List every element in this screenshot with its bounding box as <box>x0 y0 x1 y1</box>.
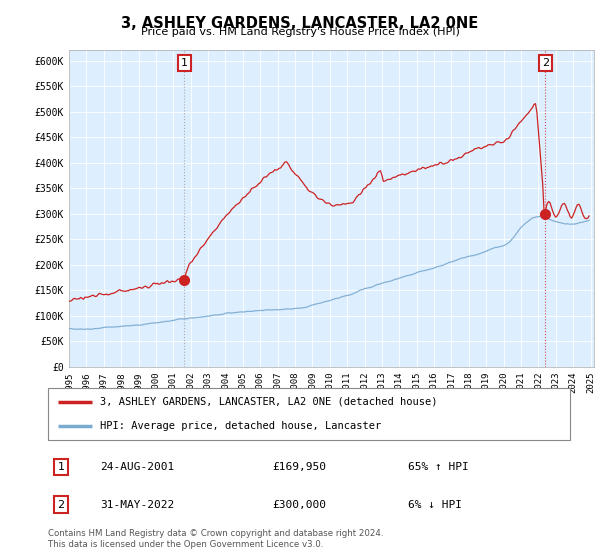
Text: 2: 2 <box>58 500 65 510</box>
Text: 2: 2 <box>542 58 549 68</box>
Text: 31-MAY-2022: 31-MAY-2022 <box>100 500 175 510</box>
Text: 65% ↑ HPI: 65% ↑ HPI <box>408 462 469 472</box>
Text: HPI: Average price, detached house, Lancaster: HPI: Average price, detached house, Lanc… <box>100 421 382 431</box>
Text: 3, ASHLEY GARDENS, LANCASTER, LA2 0NE (detached house): 3, ASHLEY GARDENS, LANCASTER, LA2 0NE (d… <box>100 397 438 407</box>
FancyBboxPatch shape <box>48 388 570 440</box>
Text: 6% ↓ HPI: 6% ↓ HPI <box>408 500 462 510</box>
Text: 24-AUG-2001: 24-AUG-2001 <box>100 462 175 472</box>
Text: 1: 1 <box>181 58 188 68</box>
Text: £169,950: £169,950 <box>272 462 326 472</box>
Text: Price paid vs. HM Land Registry's House Price Index (HPI): Price paid vs. HM Land Registry's House … <box>140 27 460 37</box>
Text: 3, ASHLEY GARDENS, LANCASTER, LA2 0NE: 3, ASHLEY GARDENS, LANCASTER, LA2 0NE <box>121 16 479 31</box>
Text: 1: 1 <box>58 462 65 472</box>
Text: £300,000: £300,000 <box>272 500 326 510</box>
Text: Contains HM Land Registry data © Crown copyright and database right 2024.
This d: Contains HM Land Registry data © Crown c… <box>48 529 383 549</box>
